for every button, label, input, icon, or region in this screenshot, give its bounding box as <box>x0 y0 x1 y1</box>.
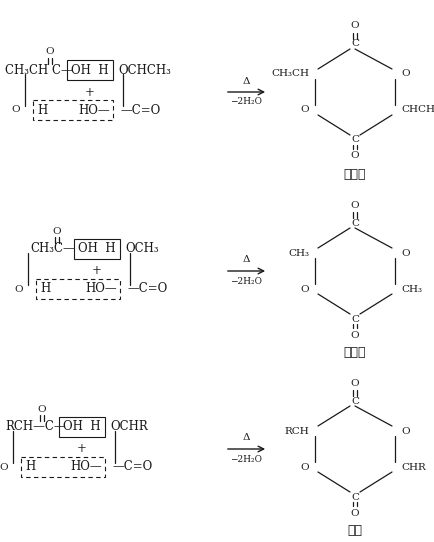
Text: +: + <box>85 86 95 99</box>
Text: 交酯: 交酯 <box>347 525 362 538</box>
Text: C: C <box>350 314 358 324</box>
Text: CHR: CHR <box>400 462 425 472</box>
Text: O: O <box>0 462 8 472</box>
Text: H: H <box>37 104 47 117</box>
Text: +: + <box>77 442 87 455</box>
Text: O: O <box>300 285 308 294</box>
Text: CH₃: CH₃ <box>287 248 308 257</box>
Text: H: H <box>25 461 35 474</box>
Text: —C=O: —C=O <box>112 461 152 474</box>
Text: Δ: Δ <box>242 76 249 86</box>
Text: O: O <box>400 248 409 257</box>
Text: C: C <box>350 136 358 145</box>
Text: RCH—C—: RCH—C— <box>5 421 66 434</box>
Text: OCHCH₃: OCHCH₃ <box>118 63 171 76</box>
Bar <box>59 417 105 437</box>
Bar <box>33 100 113 120</box>
Text: O: O <box>350 201 358 210</box>
Text: CH₃C—: CH₃C— <box>30 242 75 255</box>
Text: Δ: Δ <box>242 255 249 264</box>
Text: O: O <box>400 69 409 79</box>
Text: H: H <box>40 282 50 295</box>
Text: HO—: HO— <box>85 282 117 295</box>
Text: O: O <box>14 285 23 294</box>
Text: OCH₃: OCH₃ <box>125 242 158 255</box>
Text: CH₃CH: CH₃CH <box>270 69 308 79</box>
Text: O: O <box>38 404 46 414</box>
Text: −2H₂O: −2H₂O <box>230 98 261 106</box>
Text: OH  H: OH H <box>71 63 108 76</box>
Text: O: O <box>400 427 409 436</box>
Bar <box>36 279 120 299</box>
Text: O: O <box>11 106 20 114</box>
Text: −2H₂O: −2H₂O <box>230 455 261 463</box>
Text: Δ: Δ <box>242 434 249 442</box>
Text: C: C <box>350 40 358 48</box>
Text: O: O <box>46 48 54 56</box>
Text: C: C <box>350 397 358 405</box>
Text: CH₃: CH₃ <box>400 285 421 294</box>
Text: O: O <box>300 106 308 114</box>
Bar <box>67 60 113 80</box>
Text: OH  H: OH H <box>78 242 115 255</box>
Text: O: O <box>350 152 358 160</box>
Text: —C=O: —C=O <box>120 104 160 117</box>
Text: +: + <box>92 264 102 278</box>
Text: −2H₂O: −2H₂O <box>230 276 261 286</box>
Text: O: O <box>300 462 308 472</box>
Text: CHCH₃: CHCH₃ <box>400 106 434 114</box>
Text: O: O <box>350 508 358 518</box>
Text: OH  H: OH H <box>63 421 101 434</box>
Text: OCHR: OCHR <box>110 421 148 434</box>
Text: C: C <box>350 493 358 501</box>
Text: CH₃CH C—: CH₃CH C— <box>5 63 72 76</box>
Text: O: O <box>350 378 358 388</box>
Text: —C=O: —C=O <box>127 282 167 295</box>
Text: O: O <box>350 331 358 339</box>
Text: 乙交酯: 乙交酯 <box>343 346 365 359</box>
Text: O: O <box>53 227 61 236</box>
Text: C: C <box>350 218 358 228</box>
Text: RCH: RCH <box>283 427 308 436</box>
Text: HO—: HO— <box>70 461 102 474</box>
Text: O: O <box>350 22 358 30</box>
Text: 丙交酯: 丙交酯 <box>343 167 365 180</box>
Bar <box>74 239 120 259</box>
Bar <box>21 457 105 477</box>
Text: HO—: HO— <box>78 104 110 117</box>
